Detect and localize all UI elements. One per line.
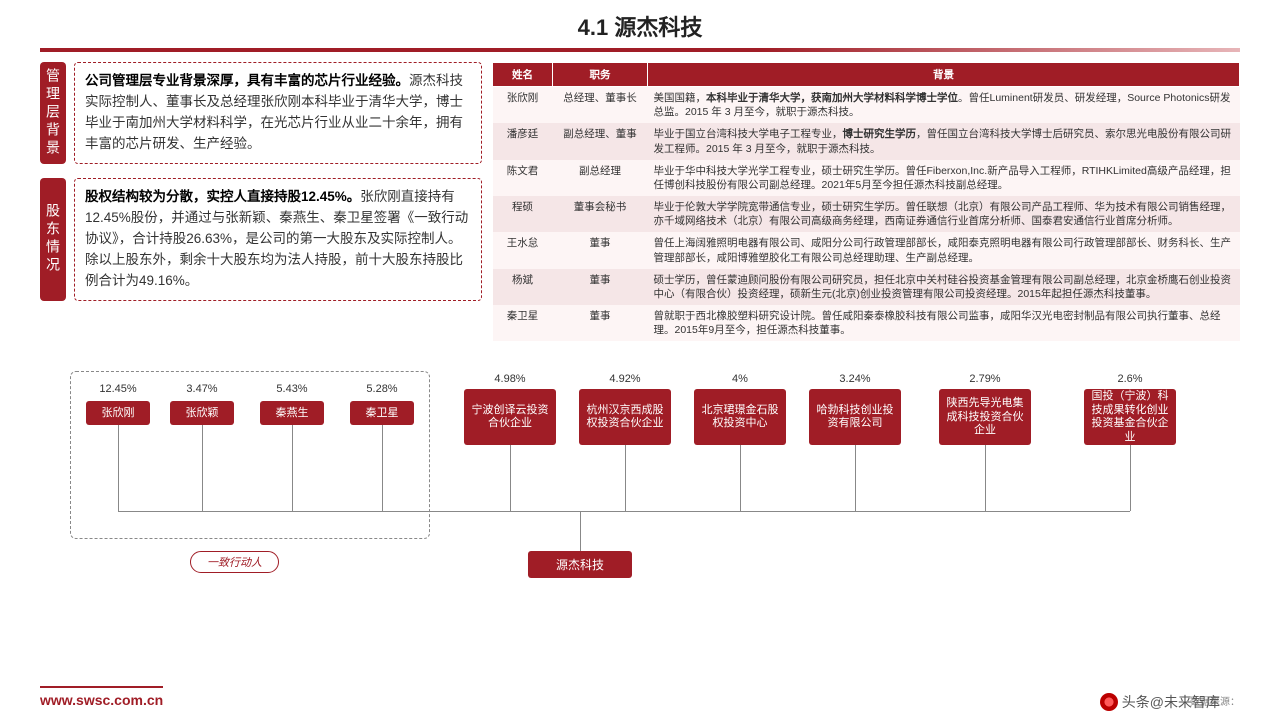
pct-label: 12.45% bbox=[99, 383, 136, 395]
org-node: 张欣颖 bbox=[170, 401, 234, 425]
org-line bbox=[118, 511, 1130, 512]
org-line bbox=[1130, 445, 1131, 511]
mgmt-label: 管理层背景 bbox=[40, 62, 66, 164]
org-line bbox=[118, 425, 119, 511]
table-row: 王水怠 董事 曾任上海阔雅照明电器有限公司、咸阳分公司行政管理部部长，咸阳泰克照… bbox=[493, 232, 1240, 268]
org-node: 北京珺璟金石股权投资中心 bbox=[694, 389, 786, 445]
org-line bbox=[510, 445, 511, 511]
cell-role: 副总经理、董事 bbox=[553, 123, 648, 159]
cell-role: 董事 bbox=[553, 232, 648, 268]
org-node: 张欣刚 bbox=[86, 401, 150, 425]
org-line bbox=[580, 511, 581, 551]
org-node: 宁波创译云投资合伙企业 bbox=[464, 389, 556, 445]
table-row: 陈文君 副总经理 毕业于华中科技大学光学工程专业，硕士研究生学历。曾任Fiber… bbox=[493, 160, 1240, 196]
org-line bbox=[202, 425, 203, 511]
shareholder-row: 股东情况 股权结构较为分散，实控人直接持股12.45%。张欣刚直接持有12.45… bbox=[40, 178, 482, 301]
org-line bbox=[625, 445, 626, 511]
table-row: 程硕 董事会秘书 毕业于伦敦大学学院宽带通信专业，硕士研究生学历。曾任联想（北京… bbox=[493, 196, 1240, 232]
pct-label: 4% bbox=[732, 373, 748, 385]
action-group-label: 一致行动人 bbox=[190, 551, 279, 573]
pct-label: 5.28% bbox=[366, 383, 397, 395]
cell-bg: 曾就职于西北橡胶塑料研究设计院。曾任咸阳秦泰橡胶科技有限公司监事，咸阳华汉光电密… bbox=[648, 305, 1240, 341]
cell-name: 程硕 bbox=[493, 196, 553, 232]
mgmt-lead: 公司管理层专业背景深厚，具有丰富的芯片行业经验。 bbox=[85, 73, 409, 88]
pct-label: 2.79% bbox=[969, 373, 1000, 385]
watermark-icon bbox=[1100, 693, 1118, 711]
org-line bbox=[382, 425, 383, 511]
title-rule bbox=[40, 48, 1240, 52]
org-node: 秦卫星 bbox=[350, 401, 414, 425]
th-role: 职务 bbox=[553, 63, 648, 87]
org-node: 杭州汉京西成股权投资合伙企业 bbox=[579, 389, 671, 445]
th-name: 姓名 bbox=[493, 63, 553, 87]
shareholder-lead: 股权结构较为分散，实控人直接持股12.45%。 bbox=[85, 189, 360, 204]
pct-label: 3.24% bbox=[839, 373, 870, 385]
mgmt-background-row: 管理层背景 公司管理层专业背景深厚，具有丰富的芯片行业经验。源杰科技实际控制人、… bbox=[40, 62, 482, 164]
org-line bbox=[985, 445, 986, 511]
pct-label: 4.92% bbox=[609, 373, 640, 385]
cell-name: 张欣刚 bbox=[493, 87, 553, 124]
org-chart: 12.45% 张欣刚 3.47% 张欣颖 5.43% 秦燕生 5.28% 秦卫星 4.98% 宁波… bbox=[40, 371, 1240, 596]
table-row: 秦卫星 董事 曾就职于西北橡胶塑料研究设计院。曾任咸阳秦泰橡胶科技有限公司监事，… bbox=[493, 305, 1240, 341]
cell-role: 董事 bbox=[553, 269, 648, 305]
pct-label: 5.43% bbox=[276, 383, 307, 395]
action-group-frame bbox=[70, 371, 430, 539]
cell-role: 董事 bbox=[553, 305, 648, 341]
cell-bg: 硕士学历，曾任蒙迪顾问股份有限公司研究员，担任北京中关村硅谷投资基金管理有限公司… bbox=[648, 269, 1240, 305]
cell-name: 潘彦廷 bbox=[493, 123, 553, 159]
cell-name: 陈文君 bbox=[493, 160, 553, 196]
table-row: 张欣刚 总经理、董事长 美国国籍，本科毕业于清华大学，获南加州大学材料科学博士学… bbox=[493, 87, 1240, 124]
watermark-text: 头条@未来智库 bbox=[1122, 692, 1220, 712]
cell-role: 董事会秘书 bbox=[553, 196, 648, 232]
upper-section: 管理层背景 公司管理层专业背景深厚，具有丰富的芯片行业经验。源杰科技实际控制人、… bbox=[0, 62, 1280, 341]
org-node: 国投（宁波）科技成果转化创业投资基金合伙企业 bbox=[1084, 389, 1176, 445]
org-line bbox=[740, 445, 741, 511]
shareholder-text: 股权结构较为分散，实控人直接持股12.45%。张欣刚直接持有12.45%股份，并… bbox=[74, 178, 482, 301]
org-line bbox=[855, 445, 856, 511]
table-header-row: 姓名 职务 背景 bbox=[493, 63, 1240, 87]
pct-label: 4.98% bbox=[494, 373, 525, 385]
page-title: 4.1 源杰科技 bbox=[0, 0, 1280, 48]
cell-name: 杨斌 bbox=[493, 269, 553, 305]
org-line bbox=[292, 425, 293, 511]
cell-name: 秦卫星 bbox=[493, 305, 553, 341]
org-node: 陕西先导光电集成科技投资合伙企业 bbox=[939, 389, 1031, 445]
cell-role: 总经理、董事长 bbox=[553, 87, 648, 124]
pct-label: 3.47% bbox=[186, 383, 217, 395]
watermark: 头条@未来智库 bbox=[1100, 692, 1220, 712]
footer-url: www.swsc.com.cn bbox=[40, 686, 163, 708]
table-row: 潘彦廷 副总经理、董事 毕业于国立台湾科技大学电子工程专业，博士研究生学历，曾任… bbox=[493, 123, 1240, 159]
th-bg: 背景 bbox=[648, 63, 1240, 87]
shareholder-label: 股东情况 bbox=[40, 178, 66, 301]
cell-bg: 毕业于伦敦大学学院宽带通信专业，硕士研究生学历。曾任联想（北京）有限公司产品工程… bbox=[648, 196, 1240, 232]
management-table: 姓名 职务 背景 张欣刚 总经理、董事长 美国国籍，本科毕业于清华大学，获南加州… bbox=[492, 62, 1240, 341]
mgmt-text: 公司管理层专业背景深厚，具有丰富的芯片行业经验。源杰科技实际控制人、董事长及总经… bbox=[74, 62, 482, 164]
footer: www.swsc.com.cn 数据来源： bbox=[40, 686, 1240, 708]
left-column: 管理层背景 公司管理层专业背景深厚，具有丰富的芯片行业经验。源杰科技实际控制人、… bbox=[40, 62, 482, 341]
cell-name: 王水怠 bbox=[493, 232, 553, 268]
org-node: 秦燕生 bbox=[260, 401, 324, 425]
table-row: 杨斌 董事 硕士学历，曾任蒙迪顾问股份有限公司研究员，担任北京中关村硅谷投资基金… bbox=[493, 269, 1240, 305]
cell-bg: 美国国籍，本科毕业于清华大学，获南加州大学材料科学博士学位。曾任Luminent… bbox=[648, 87, 1240, 124]
cell-role: 副总经理 bbox=[553, 160, 648, 196]
cell-bg: 曾任上海阔雅照明电器有限公司、咸阳分公司行政管理部部长，咸阳泰克照明电器有限公司… bbox=[648, 232, 1240, 268]
org-node: 哈勃科技创业投资有限公司 bbox=[809, 389, 901, 445]
cell-bg: 毕业于华中科技大学光学工程专业，硕士研究生学历。曾任Fiberxon,Inc.新… bbox=[648, 160, 1240, 196]
pct-label: 2.6% bbox=[1117, 373, 1142, 385]
company-node: 源杰科技 bbox=[528, 551, 632, 578]
cell-bg: 毕业于国立台湾科技大学电子工程专业，博士研究生学历，曾任国立台湾科技大学博士后研… bbox=[648, 123, 1240, 159]
